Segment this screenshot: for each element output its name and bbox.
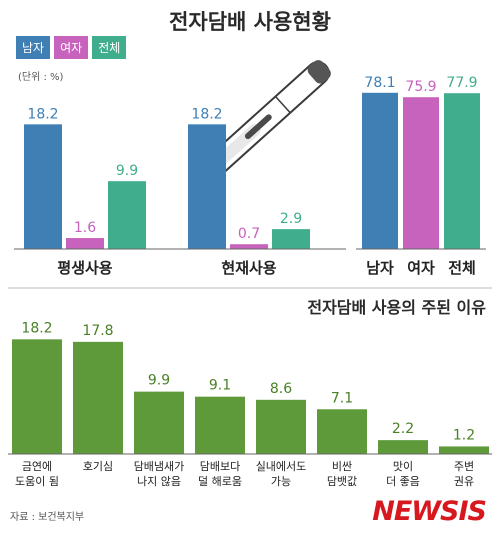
- bar-value-1-0: 18.2: [191, 106, 222, 122]
- gender-bar-0: [362, 92, 398, 249]
- gender-bar-2: [444, 93, 480, 249]
- reason-label-0-b: 도움이 됨: [15, 475, 59, 488]
- reason-bar-2: [134, 391, 184, 454]
- reason-value-3: 9.1: [209, 378, 231, 394]
- reason-bar-4: [256, 399, 306, 454]
- bar-1-1: [230, 244, 268, 249]
- bar-1-2: [272, 229, 310, 249]
- bar-1-0: [188, 124, 226, 249]
- gender-label-0: 남자: [366, 259, 394, 277]
- legend-total: 전체: [92, 36, 127, 59]
- bar-value-0-0: 18.2: [27, 106, 58, 122]
- reason-label-0-a: 금연에: [22, 460, 52, 473]
- reason-bar-1: [73, 341, 123, 454]
- reason-value-5: 7.1: [331, 390, 353, 406]
- unit-label: (단위 : %): [18, 72, 64, 83]
- legend-female: 여자: [54, 36, 89, 59]
- reason-label-3-a: 담배보다: [200, 460, 240, 473]
- bar-value-0-1: 1.6: [74, 220, 96, 236]
- reason-bar-7: [439, 446, 489, 454]
- reason-label-6-b: 더 좋음: [386, 475, 420, 488]
- legend-male: 남자: [16, 36, 51, 59]
- reason-label-5-b: 담뱃값: [327, 475, 357, 488]
- reason-label-7-a: 주변: [454, 460, 474, 473]
- reason-label-7-b: 권유: [454, 475, 474, 488]
- gender-bar-value-0: 78.1: [364, 75, 395, 91]
- reason-value-7: 1.2: [453, 427, 475, 443]
- gender-label-1: 여자: [407, 259, 435, 277]
- gender-bar-value-1: 75.9: [405, 79, 436, 95]
- bar-0-0: [24, 124, 62, 249]
- gender-label-2: 전체: [448, 259, 476, 277]
- bar-0-2: [108, 181, 146, 249]
- reason-bar-6: [378, 440, 428, 454]
- bar-value-1-1: 0.7: [238, 226, 260, 242]
- bar-0-1: [66, 238, 104, 249]
- category-label-0: 평생사용: [57, 259, 112, 277]
- chart-title: 전자담배 사용현황: [169, 10, 331, 34]
- legend: 남자 여자 전체: [16, 36, 127, 59]
- reason-label-1-a: 호기심: [83, 460, 113, 473]
- reason-bar-3: [195, 396, 245, 454]
- source-note: 자료 : 보건복지부: [10, 512, 85, 523]
- section2-title: 전자담배 사용의 주된 이유: [307, 298, 486, 317]
- bar-value-1-2: 2.9: [280, 211, 302, 227]
- gender-bar-value-2: 77.9: [446, 75, 477, 91]
- category-label-1: 현재사용: [221, 259, 276, 277]
- reason-value-6: 2.2: [392, 421, 414, 437]
- reason-bar-0: [12, 339, 62, 454]
- reason-label-4-b: 가능: [271, 475, 291, 488]
- gender-bar-1: [403, 97, 439, 249]
- reason-value-4: 8.6: [270, 381, 292, 397]
- reason-label-6-a: 맛이: [393, 460, 413, 473]
- reason-label-5-a: 비싼: [332, 460, 352, 473]
- reason-value-2: 9.9: [148, 373, 170, 389]
- reason-label-3-b: 덜 해로움: [198, 474, 242, 488]
- reason-label-2-b: 나지 않음: [137, 475, 181, 488]
- reason-bar-5: [317, 409, 367, 454]
- bar-value-0-2: 9.9: [116, 163, 138, 179]
- reason-label-4-a: 실내에서도: [256, 460, 307, 473]
- reason-value-1: 17.8: [82, 323, 113, 339]
- reason-label-2-a: 담배냄새가: [134, 460, 185, 473]
- reason-value-0: 18.2: [21, 320, 52, 336]
- newsis-logo: NEWSIS: [372, 496, 487, 527]
